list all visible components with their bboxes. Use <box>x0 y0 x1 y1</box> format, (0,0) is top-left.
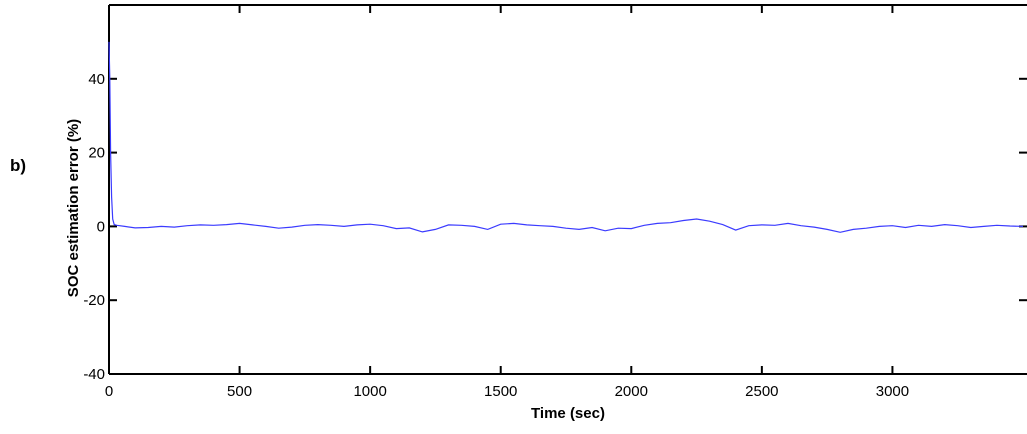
x-tick-label: 0 <box>105 383 113 400</box>
x-axis-title: Time (sec) <box>531 405 605 422</box>
x-tick-label: 500 <box>227 383 252 400</box>
plot-frame <box>108 4 1027 375</box>
y-tick-label: -40 <box>83 366 105 383</box>
x-tick-label: 3000 <box>876 383 909 400</box>
y-axis-title: SOC estimation error (%) <box>65 119 82 297</box>
x-axis-ticks: 0 500 1000 1500 2000 2500 3000 <box>105 5 909 400</box>
x-tick-label: 2500 <box>745 383 778 400</box>
y-tick-label: 0 <box>97 218 105 235</box>
x-tick-label: 1500 <box>484 383 517 400</box>
y-tick-label: -20 <box>83 292 105 309</box>
series-line <box>108 41 1024 233</box>
series-layer <box>108 41 1024 233</box>
y-tick-label: 40 <box>88 71 105 88</box>
y-tick-label: 20 <box>88 145 105 162</box>
y-axis-ticks: -40 -20 0 20 40 <box>83 71 1027 383</box>
x-tick-label: 2000 <box>615 383 648 400</box>
x-tick-label: 1000 <box>353 383 386 400</box>
panel-label: b) <box>10 156 26 175</box>
